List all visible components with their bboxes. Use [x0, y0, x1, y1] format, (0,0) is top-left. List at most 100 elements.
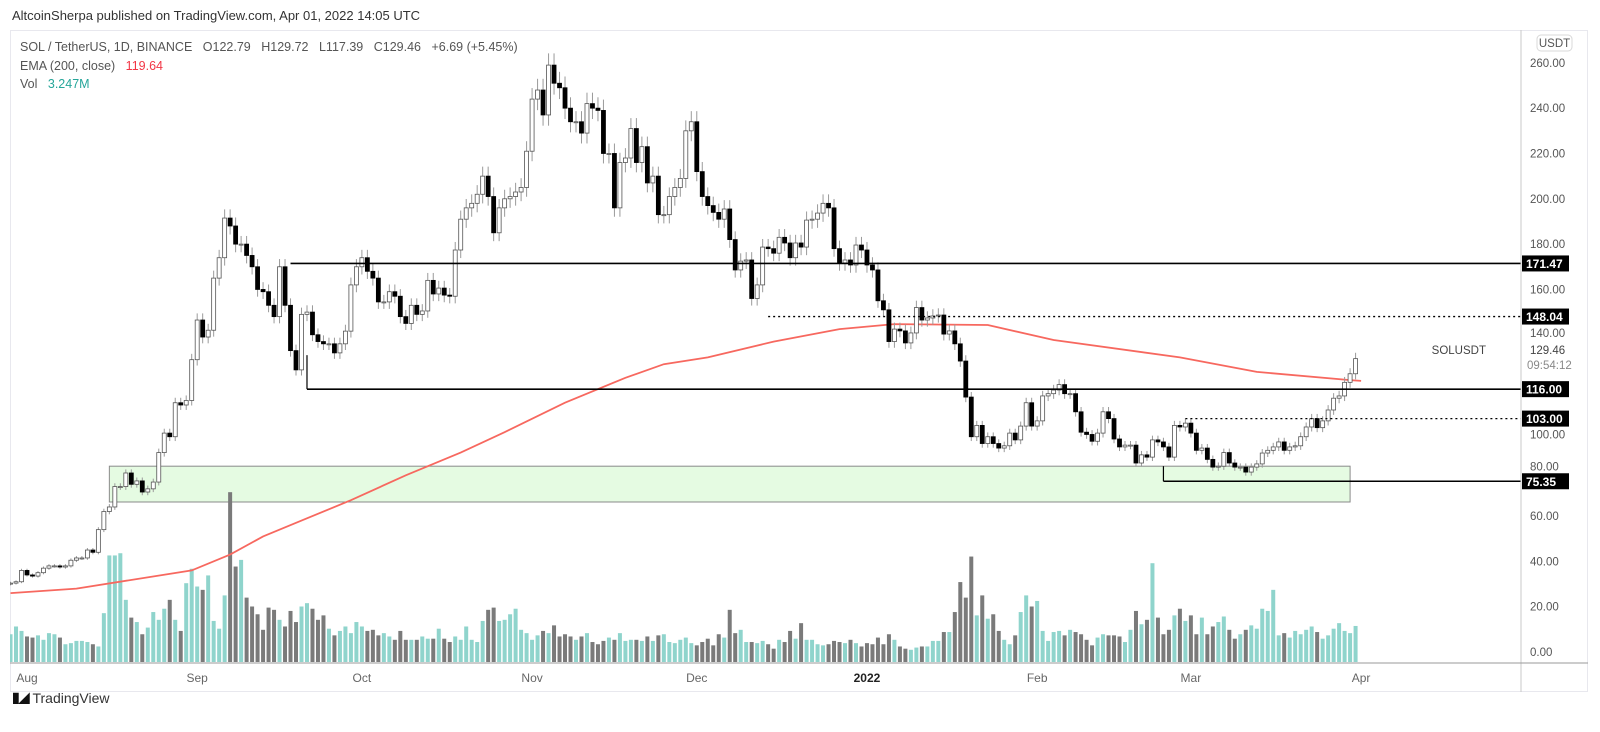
volume-bar [897, 646, 902, 662]
candle [963, 355, 969, 403]
candle [106, 504, 112, 515]
legend-volume[interactable]: Vol 3.247M [20, 75, 525, 94]
candle [765, 238, 771, 257]
volume-bar [1112, 635, 1117, 662]
volume-bar [810, 639, 815, 662]
time-tick-label: Aug [16, 671, 37, 685]
candle-body [106, 506, 112, 512]
candle [754, 277, 760, 306]
candle [507, 187, 513, 208]
candle-body [562, 87, 568, 109]
legend-main-series[interactable]: SOL / TetherUS, 1D, BINANCE O122.79 H129… [20, 38, 525, 57]
candle-body [1265, 449, 1271, 454]
candle-body [321, 341, 326, 345]
volume-bar [1315, 632, 1320, 662]
candle-body [864, 249, 870, 266]
demand-zone [108, 465, 1351, 503]
candle [370, 263, 376, 286]
candle [447, 287, 453, 304]
currency-badge-box [1536, 34, 1573, 52]
volume-bar [936, 640, 941, 662]
candle-body [326, 343, 332, 346]
volume-bar [590, 642, 595, 662]
candle-body [172, 402, 178, 438]
candle-body [974, 424, 980, 438]
volume-bar [519, 629, 524, 662]
volume-bar [881, 644, 886, 662]
candle-body [919, 307, 925, 321]
candle [1215, 462, 1221, 471]
volume-bar [1342, 630, 1347, 662]
volume-bar [178, 630, 183, 662]
volume-bar [189, 568, 194, 662]
candle-body [535, 89, 540, 100]
volume-bar [348, 633, 353, 662]
candle [90, 547, 96, 555]
candle-body [1309, 418, 1315, 428]
ema-200-line [10, 323, 1362, 594]
time-tick-label: Nov [521, 671, 542, 685]
candle [886, 302, 892, 348]
volume-bar [568, 636, 573, 662]
candle [249, 247, 255, 275]
candle-body [364, 257, 370, 272]
volume-bar [1271, 589, 1276, 662]
candle [310, 305, 315, 342]
candle-body [859, 244, 864, 251]
last-price-value: 129.46 [1530, 345, 1565, 357]
candle [1111, 413, 1117, 444]
candle [557, 71, 562, 100]
volume-bar [645, 636, 650, 662]
volume-bar [749, 642, 754, 662]
candle [1007, 428, 1013, 450]
candle-body [924, 317, 930, 321]
candle [74, 556, 79, 563]
candle [870, 257, 875, 278]
candle [771, 240, 777, 262]
levels-layer [290, 262, 1521, 483]
volume-bar [683, 637, 688, 662]
candle [809, 210, 815, 229]
candle-body [244, 243, 250, 256]
volume-bar [90, 644, 95, 662]
candle [46, 564, 52, 570]
volume-bar [57, 637, 62, 662]
volume-bar [46, 633, 51, 662]
candle [793, 234, 798, 266]
candle-body [694, 121, 700, 173]
currency-badge[interactable]: USDT [1536, 34, 1573, 52]
candle-body [1243, 466, 1249, 473]
legend-ema[interactable]: EMA (200, close) 119.64 [20, 57, 525, 76]
volume-bar [1051, 632, 1056, 662]
publish-info: AltcoinSherpa published on TradingView.c… [12, 8, 421, 23]
candle-body [1320, 420, 1326, 429]
time-axis[interactable]: Aug Sep Oct Nov Dec 2022 Feb Mar Apr [16, 671, 1370, 685]
candle-body [145, 488, 151, 493]
volume-bar [107, 555, 112, 662]
price-tick-label: 180.00 [1530, 239, 1565, 251]
candle-body [216, 257, 222, 279]
candle [474, 185, 480, 213]
candle-body [540, 89, 546, 116]
candle [892, 322, 897, 348]
tradingview-brand[interactable]: ▮◢ TradingView [12, 689, 110, 706]
price-axis[interactable]: 260.00 240.00 220.00 200.00 180.00 160.00 140.… [1530, 58, 1565, 659]
volume-bar [10, 634, 13, 662]
volume-bar [1035, 600, 1040, 662]
candle-body [90, 549, 96, 553]
volume-bar [1013, 635, 1018, 662]
candle-body [683, 130, 689, 179]
volume-bar [782, 642, 787, 662]
candle [1320, 416, 1326, 433]
candle-body [1122, 444, 1128, 448]
volume-bar [283, 626, 288, 662]
candle [590, 92, 595, 120]
volume-bar [294, 622, 299, 662]
candle-body [375, 277, 381, 303]
volume-bar [832, 640, 837, 662]
candle-body [1166, 446, 1172, 458]
candle [694, 111, 700, 182]
candle-body [990, 436, 996, 444]
candle-body [1172, 424, 1177, 458]
